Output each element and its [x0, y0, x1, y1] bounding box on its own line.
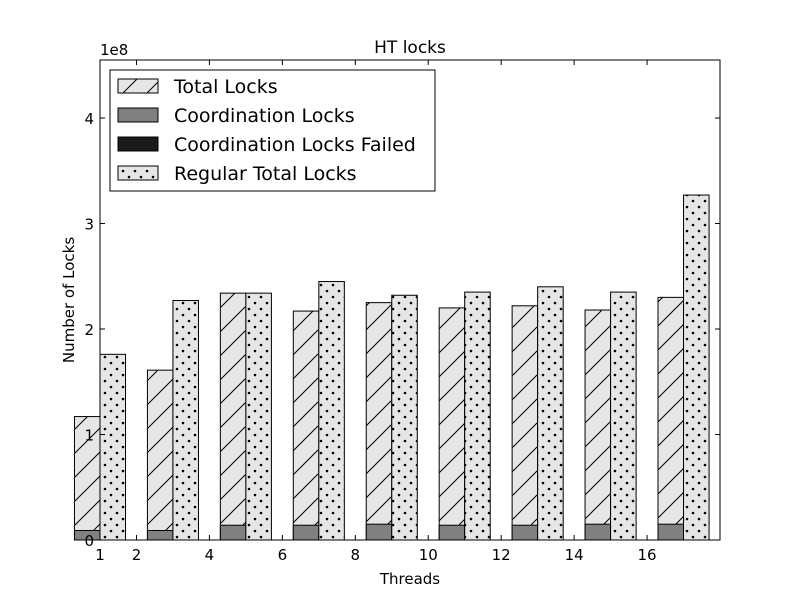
bar-total-locks-1 [146, 369, 174, 541]
bar-total-locks-6 [511, 305, 539, 541]
y-multiplier: 1e8 [100, 41, 128, 59]
x-tick-label-6: 6 [278, 546, 288, 564]
x-tick-label-12: 12 [492, 546, 511, 564]
bar-regular-total-locks-6 [537, 286, 564, 541]
x-tick-label-1: 1 [95, 546, 105, 564]
y-axis-label: Number of Locks [60, 237, 78, 363]
bar-regular-total-locks-2 [245, 292, 272, 541]
x-tick-label-8: 8 [351, 546, 361, 564]
bar-regular-total-locks-8 [683, 194, 710, 541]
bar-regular-total-locks-3 [318, 281, 345, 541]
bar-coordination-locks-2 [219, 524, 247, 541]
bar-regular-total-locks-4 [391, 294, 418, 541]
bar-coordination-locks-5 [438, 524, 466, 541]
legend-label-coordination-locks-failed: Coordination Locks Failed [174, 134, 416, 156]
bar-regular-total-locks-1 [172, 300, 199, 541]
bar-total-locks-7 [584, 309, 612, 541]
y-tick-label-4: 4 [84, 110, 94, 128]
bar-regular-total-locks-5 [464, 291, 491, 541]
legend: Total Locks Coordination Locks Coordinat… [109, 69, 436, 192]
x-axis-label: Threads [379, 570, 440, 588]
legend-frame [109, 69, 436, 192]
bar-regular-total-locks-0 [99, 353, 127, 541]
bar-coordination-locks-6 [511, 524, 539, 541]
axes [99, 59, 721, 541]
legend-label-coordination-locks: Coordination Locks [174, 105, 355, 127]
bar-total-locks-4 [365, 302, 393, 541]
bar-coordination-locks-8 [657, 523, 685, 541]
y-tick-label-0: 0 [84, 532, 94, 550]
bar-coordination-locks-1 [146, 530, 174, 541]
x-tick-label-16: 16 [638, 546, 657, 564]
y-tick-label-1: 1 [84, 427, 94, 445]
bars [73, 194, 710, 541]
bar-regular-total-locks-7 [610, 291, 637, 541]
bar-total-locks-5 [438, 307, 466, 541]
legend-swatch-regular-total-locks [117, 165, 159, 181]
y-tick-label-3: 3 [84, 216, 94, 234]
bar-coordination-locks-7 [584, 523, 612, 541]
y-tick-label-2: 2 [84, 321, 94, 339]
bar-coordination-locks-4 [365, 523, 393, 541]
bar-total-locks-0 [73, 416, 101, 541]
bar-total-locks-2 [219, 292, 247, 541]
bar-total-locks-8 [657, 296, 685, 541]
bar-total-locks-3 [292, 310, 320, 541]
bar-coordination-locks-3 [292, 524, 320, 541]
x-tick-label-14: 14 [565, 546, 584, 564]
legend-swatch-coordination-locks-failed [117, 136, 159, 152]
plot-frame [99, 59, 721, 541]
legend-swatch-coordination-locks [117, 107, 159, 123]
chart-title: HT locks [374, 38, 446, 58]
x-tick-label-4: 4 [205, 546, 215, 564]
legend-swatch-total-locks [117, 78, 159, 94]
legend-label-total-locks: Total Locks [173, 76, 278, 98]
legend-label-regular-total-locks: Regular Total Locks [174, 163, 357, 185]
x-tick-label-2: 2 [132, 546, 142, 564]
x-tick-label-10: 10 [419, 546, 438, 564]
